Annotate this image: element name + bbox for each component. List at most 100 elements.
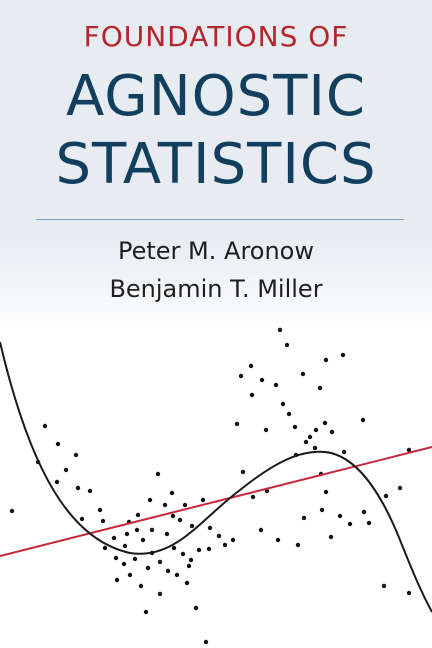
scatter-point — [189, 523, 195, 529]
scatter-point — [361, 509, 367, 515]
scatter-point — [134, 527, 140, 533]
scatter-point — [292, 424, 298, 430]
scatter-point — [171, 545, 177, 551]
scatter-point — [328, 534, 334, 540]
scatter-point — [307, 434, 313, 440]
scatter-point — [184, 580, 190, 586]
scatter-point — [323, 357, 329, 363]
scatter-point — [113, 555, 119, 561]
scatter-point — [337, 513, 343, 519]
scatter-point — [177, 517, 183, 523]
scatter-point — [303, 439, 309, 445]
scatter-point — [200, 497, 206, 503]
scatter-point — [329, 429, 335, 435]
scatter-point — [149, 527, 155, 533]
scatter-point — [280, 401, 286, 407]
scatter-point — [277, 327, 283, 333]
scatter-point — [249, 392, 255, 398]
scatter-point — [127, 572, 133, 578]
scatter-point — [124, 531, 130, 537]
scatter-point — [180, 551, 186, 557]
scatter-point — [286, 411, 292, 417]
scatter-point — [147, 497, 153, 503]
scatter-point — [111, 535, 117, 541]
scatter-point — [155, 471, 161, 477]
scatter-point — [222, 542, 228, 548]
book-title-line-2: STATISTICS — [55, 132, 377, 197]
scatter-point — [234, 421, 240, 427]
scatter-point — [182, 502, 188, 508]
scatter-point — [73, 452, 79, 458]
series-title: FOUNDATIONS OF — [83, 20, 349, 53]
scatter-point — [170, 513, 176, 519]
scatter-point — [169, 490, 175, 496]
scatter-point — [140, 537, 146, 543]
scatter-point — [132, 556, 138, 562]
scatter-point — [273, 382, 279, 388]
scatter-point — [42, 423, 48, 429]
scatter-point — [157, 559, 163, 565]
scatter-point — [165, 568, 171, 574]
scatter-point — [347, 521, 353, 527]
scatter-point — [317, 385, 323, 391]
scatter-point — [121, 561, 127, 567]
scatter-point — [87, 488, 93, 494]
scatter-point — [193, 605, 199, 611]
scatter-point — [102, 545, 108, 551]
scatter-point — [263, 427, 269, 433]
scatter-point — [188, 557, 194, 563]
linear-fit-line — [0, 446, 432, 557]
author-2: Benjamin T. Miller — [109, 275, 323, 303]
title-divider — [36, 219, 404, 220]
scatter-point — [381, 583, 387, 589]
scatter-point — [97, 507, 103, 513]
scatter-point — [230, 537, 236, 543]
scatter-point — [322, 420, 328, 426]
author-1: Peter M. Aronow — [118, 237, 314, 265]
scatter-point — [360, 417, 366, 423]
scatter-point — [186, 563, 192, 569]
scatter-point — [300, 371, 306, 377]
scatter-point — [284, 342, 290, 348]
scatter-point — [312, 445, 318, 451]
scatter-point — [63, 467, 69, 473]
scatter-point — [319, 507, 325, 513]
scatter-point — [248, 363, 254, 369]
scatter-point — [143, 609, 149, 615]
scatter-point — [259, 377, 265, 383]
scatter-point — [162, 502, 168, 508]
scatter-point — [79, 516, 85, 522]
scatter-point — [135, 512, 141, 518]
scatter-point — [196, 547, 202, 553]
scatter-point — [295, 542, 301, 548]
scatter-point — [216, 533, 222, 539]
scatter-point — [54, 479, 60, 485]
book-title-line-1: AGNOSTIC — [65, 64, 367, 129]
scatter-point — [406, 590, 412, 596]
scatter-point — [406, 447, 412, 453]
scatter-point — [383, 493, 389, 499]
scatter-point — [174, 572, 180, 578]
scatter-point — [100, 518, 106, 524]
scatter-point — [164, 531, 170, 537]
scatter-point — [366, 520, 372, 526]
scatter-point — [397, 485, 403, 491]
scatter-point — [258, 527, 264, 533]
scatter-point — [323, 489, 329, 495]
scatter-point — [122, 543, 128, 549]
scatter-point — [114, 577, 120, 583]
scatter-point — [275, 537, 281, 543]
scatter-point — [206, 546, 212, 552]
scatter-point — [207, 525, 213, 531]
scatter-point — [145, 565, 151, 571]
scatter-point — [313, 427, 319, 433]
scatter-point — [240, 469, 246, 475]
scatter-point — [75, 485, 81, 491]
scatter-point — [157, 591, 163, 597]
scatter-point — [203, 639, 209, 645]
scatter-point — [250, 494, 256, 500]
scatter-points — [9, 327, 412, 645]
scatter-point — [238, 373, 244, 379]
